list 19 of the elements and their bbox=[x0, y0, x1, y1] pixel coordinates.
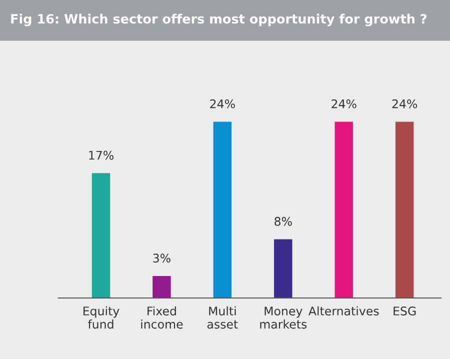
bar bbox=[152, 276, 171, 298]
data-label: 8% bbox=[274, 216, 292, 226]
x-tick-label: ESG bbox=[394, 306, 416, 316]
bar bbox=[274, 239, 292, 298]
chart-title: Fig 16: Which sector offers most opportunity for growth ? bbox=[11, 14, 426, 26]
data-label: 24% bbox=[210, 99, 235, 108]
data-label: 24% bbox=[392, 99, 418, 108]
bar bbox=[334, 122, 353, 298]
x-tick-label: Multi asset bbox=[207, 306, 238, 329]
data-label: 24% bbox=[332, 99, 356, 108]
bar bbox=[92, 173, 110, 298]
bar bbox=[213, 122, 232, 298]
bar bbox=[395, 122, 414, 298]
data-label: 17% bbox=[89, 150, 114, 160]
x-tick-label: Equity fund bbox=[83, 306, 120, 329]
x-tick-label: Money markets bbox=[260, 306, 307, 329]
x-tick-label: Fixed income bbox=[141, 306, 183, 329]
data-label: 3% bbox=[153, 254, 170, 263]
x-tick-label: Alternatives bbox=[308, 306, 379, 316]
